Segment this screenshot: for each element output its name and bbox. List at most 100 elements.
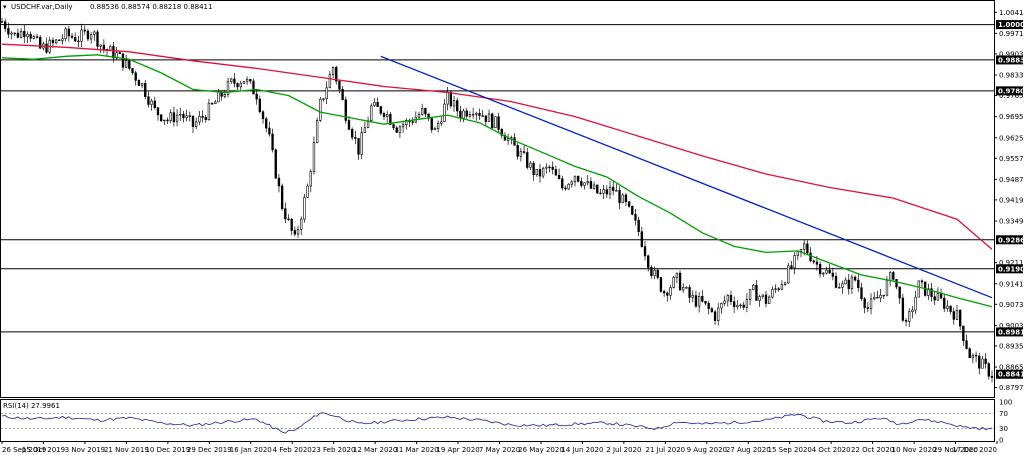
candle-body <box>172 112 176 123</box>
candle-body <box>405 120 408 126</box>
candle-body <box>214 101 217 104</box>
candle-body <box>296 229 300 235</box>
candle-body <box>433 128 437 131</box>
candle-body <box>446 91 449 105</box>
candle-body <box>898 286 901 299</box>
candle-body <box>280 185 284 209</box>
candle-body <box>74 37 77 42</box>
candle-body <box>163 119 166 122</box>
candle-body <box>822 272 825 275</box>
candle-body <box>876 296 879 299</box>
candle-body <box>182 113 185 119</box>
candle-body <box>124 60 128 68</box>
candle-body <box>379 106 382 114</box>
candle-body <box>551 166 554 170</box>
rsi-tick-label: 0 <box>999 437 1003 445</box>
candle-body <box>732 301 736 308</box>
symbol-label: USDCHF.var,Daily <box>11 3 72 11</box>
ma-slow-line <box>1 43 993 250</box>
candle-body <box>325 87 328 99</box>
candle-body <box>188 115 191 117</box>
candle-body <box>198 115 201 123</box>
time-tick-label: 7 May 2020 <box>479 446 520 454</box>
time-tick-label: 29 Dec 2019 <box>187 446 232 454</box>
level-tag <box>996 264 1023 274</box>
candle-body <box>175 114 179 123</box>
ma-fast-line <box>1 54 993 308</box>
candle-body <box>465 110 468 117</box>
time-tick-label: 10 Dec 2019 <box>145 446 190 454</box>
candle-body <box>567 183 570 190</box>
candle-body <box>752 284 755 290</box>
candle-body <box>230 78 233 82</box>
candle-body <box>443 103 446 122</box>
candle-body <box>879 294 882 299</box>
candle-body <box>166 119 169 122</box>
candle-body <box>592 184 596 189</box>
candle-body <box>271 133 274 151</box>
level-tag <box>996 20 1023 30</box>
time-tick-label: 4 Oct 2020 <box>812 446 851 454</box>
candle-body <box>726 294 729 302</box>
candle-body <box>701 296 704 302</box>
candle-body <box>268 127 271 135</box>
candle-body <box>389 114 392 125</box>
time-tick-label: 26 May 2020 <box>518 446 564 454</box>
candle-body <box>803 243 806 250</box>
candle-body <box>207 102 211 121</box>
level-label: 0.92868 <box>998 236 1024 244</box>
candle-body <box>968 348 971 359</box>
candle-body <box>522 151 526 153</box>
candle-body <box>70 35 74 38</box>
candle-body <box>64 28 67 39</box>
candle-body <box>51 39 55 44</box>
candle-body <box>707 302 710 309</box>
candle-body <box>274 149 277 179</box>
candle-body <box>430 118 433 131</box>
candle-body <box>134 72 137 81</box>
chart-arrow-icon[interactable]: ▾ <box>3 3 7 11</box>
candle-body <box>672 277 675 288</box>
candle-body <box>809 252 812 262</box>
candle-body <box>659 277 663 292</box>
candle-body <box>650 267 653 276</box>
candle-body <box>850 276 854 290</box>
time-tick-label: 21 Jul 2020 <box>646 446 686 454</box>
candle-body <box>777 288 780 290</box>
candle-body <box>449 91 453 107</box>
candle-body <box>284 208 287 220</box>
rsi-tick-label: 100 <box>999 399 1012 407</box>
candle-body <box>599 192 602 195</box>
candle-body <box>322 98 325 100</box>
candle-body <box>147 96 150 105</box>
candle-body <box>863 298 866 308</box>
candle-body <box>682 287 685 291</box>
candle-body <box>99 44 102 47</box>
candle-body <box>424 108 427 115</box>
time-tick-label: 31 Mar 2020 <box>394 446 438 454</box>
level-tag <box>996 55 1023 65</box>
candle-body <box>580 181 583 186</box>
candle-body <box>904 320 908 322</box>
candle-body <box>497 116 500 130</box>
time-tick-label: 16 Jan 2020 <box>230 446 272 454</box>
candle-body <box>121 53 125 68</box>
candle-body <box>834 275 838 288</box>
candle-body <box>949 305 952 312</box>
candle-body <box>869 298 873 309</box>
candle-body <box>873 296 876 300</box>
candle-body <box>669 287 672 296</box>
candle-body <box>933 296 936 301</box>
candle-body <box>4 21 7 29</box>
candle-body <box>720 303 723 309</box>
candle-body <box>911 309 914 313</box>
candle-body <box>888 272 892 281</box>
candle-body <box>382 113 386 117</box>
candle-body <box>118 52 121 55</box>
